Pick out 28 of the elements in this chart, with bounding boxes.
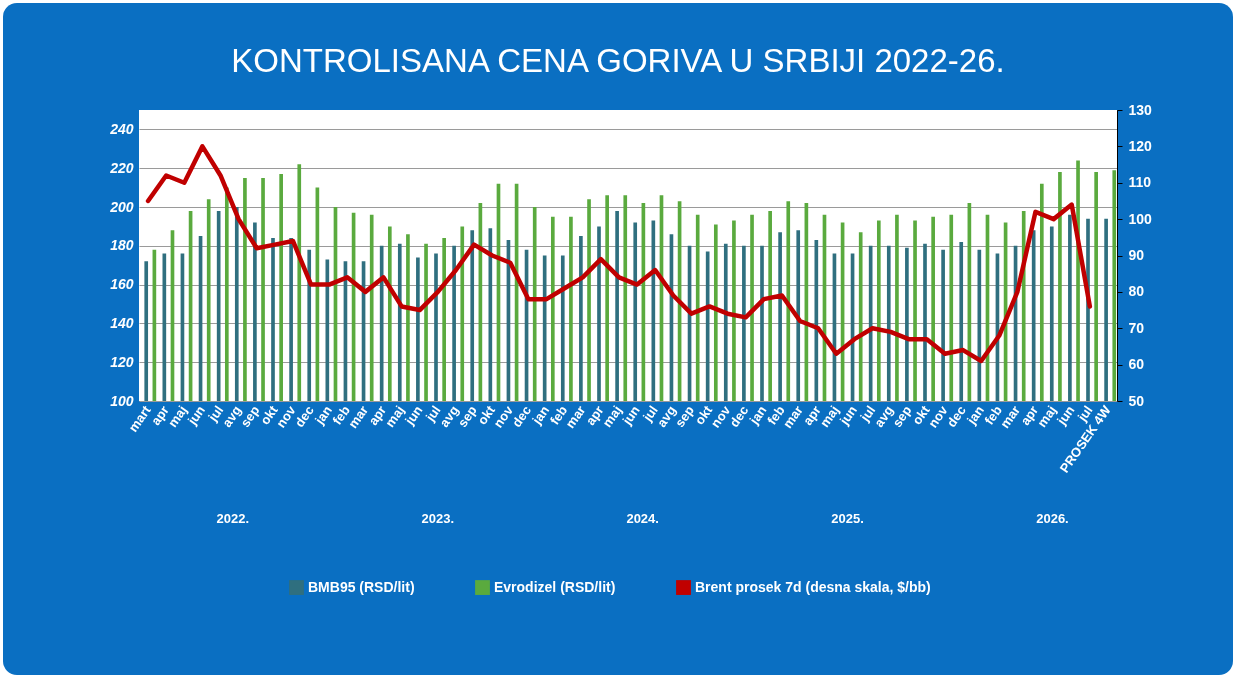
y2-tick-label: 130 (1128, 101, 1153, 118)
y-tick-label: 220 (109, 159, 134, 176)
y-tick-label: 120 (110, 353, 134, 370)
text: 2023. (421, 511, 455, 526)
y-tick-label: 180 (110, 237, 134, 254)
text: 2025. (831, 511, 864, 526)
y2-tick-label: 80 (1128, 283, 1145, 300)
legend-label: BMB95 (RSD/lit) (308, 578, 415, 595)
chart-title: KONTROLISANA CENA GORIVA U SRBIJI 2022-26. (231, 42, 1005, 79)
y2-tick-label: 110 (1128, 174, 1152, 191)
y2-tick-label: 120 (1128, 137, 1153, 154)
y2-tick-label: 100 (1128, 210, 1153, 227)
x-tick-label: jul (1074, 402, 1096, 425)
y2-tick-label: 50 (1128, 392, 1145, 409)
legend-label: Brent prosek 7d (desna skala, $/bb) (695, 578, 931, 595)
text: 2024. (626, 511, 659, 526)
y-tick-label: 200 (109, 198, 134, 215)
legend-label: Evrodizel (RSD/lit) (494, 578, 616, 595)
text: 2022. (216, 511, 250, 526)
y-tick-label: 240 (109, 120, 134, 137)
y-tick-label: 100 (110, 392, 134, 409)
line-series (145, 144, 1093, 364)
text: 2026. (1036, 511, 1069, 526)
y2-tick-label: 60 (1128, 356, 1145, 373)
y2-tick-label: 70 (1128, 319, 1145, 336)
y2-tick-label: 90 (1128, 247, 1145, 263)
y-tick-label: 140 (110, 314, 134, 331)
y-tick-label: 160 (110, 276, 134, 293)
